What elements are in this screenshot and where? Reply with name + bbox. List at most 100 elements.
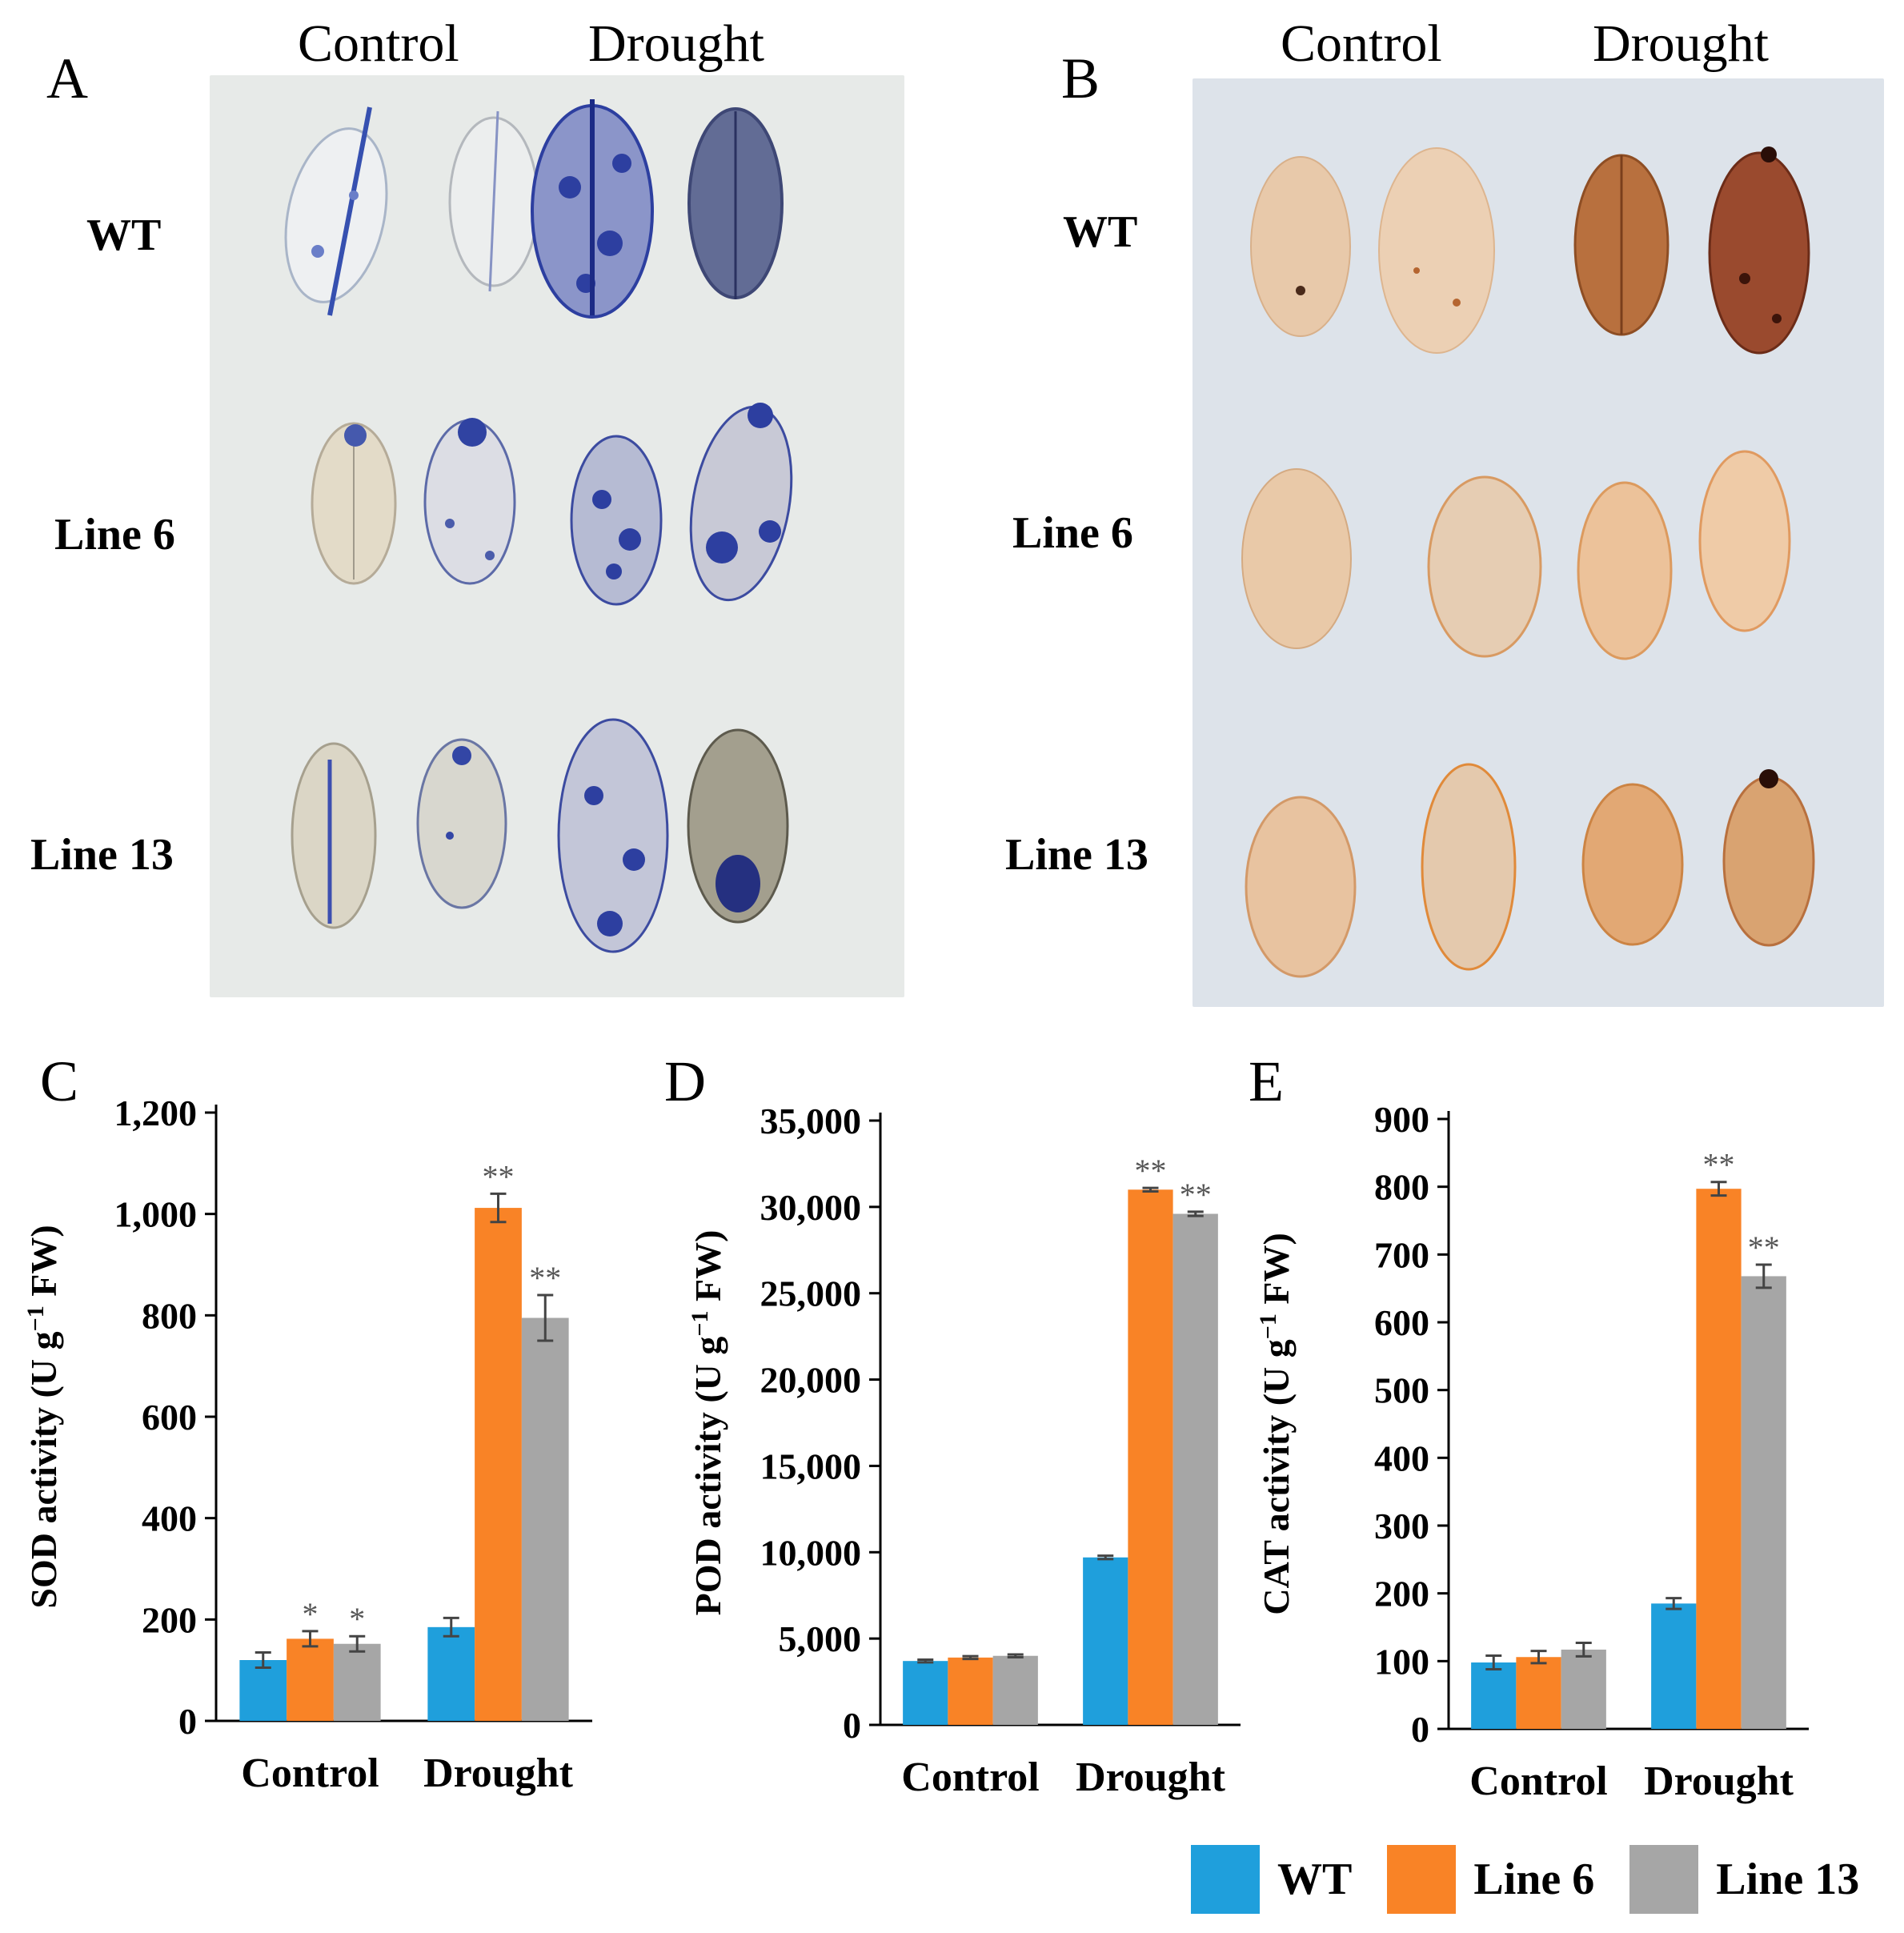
legend-item-line13: Line 13 [1629,1845,1859,1914]
leaf-line6-drought-2 [689,403,793,602]
leaf-line13-control-2 [416,738,507,909]
leaf-b-line13-drought-1 [1581,783,1684,946]
dab-leaf-array [1241,146,1815,978]
leaf-line13-drought-1 [557,718,669,953]
bar-drought-line13 [1172,1213,1218,1725]
leaf-line13-drought-2 [687,728,789,924]
x-category-label: Drought [423,1751,574,1796]
y-tick-label: 10,000 [760,1532,862,1573]
leaf-b-line6-drought-2 [1698,450,1791,632]
bar-drought-wt [1083,1557,1128,1725]
x-category-label: Drought [1076,1755,1226,1800]
panel-b-control-header: Control [1281,14,1442,73]
leaf-b-wt-drought-2 [1708,146,1810,355]
y-tick-label: 900 [1374,1099,1429,1140]
significance-label: ** [1180,1177,1212,1213]
significance-label: * [303,1596,319,1632]
panel-b-row-line6: Line 6 [1012,508,1133,558]
significance-label: ** [1748,1229,1780,1265]
significance-label: ** [529,1260,561,1296]
bar-control-line13 [333,1643,381,1721]
y-tick-label: 400 [142,1498,197,1539]
significance-label: * [349,1601,365,1637]
y-tick-label: 35,000 [760,1101,862,1141]
panel-a-row-line13: Line 13 [30,830,174,880]
leaf-wt-control-1 [284,106,388,316]
leaf-wt-drought-1 [531,99,654,319]
y-tick-label: 1,200 [114,1093,198,1133]
x-category-label: Control [1469,1759,1607,1804]
chart-c-sod: C 0 200 400 600 800 1,000 1,200 SOD activity (U … [22,1049,592,1796]
bar-control-line6 [287,1638,334,1721]
y-axis-title: SOD activity (U g−1 FW) [22,1225,65,1608]
panel-a-letter: A [46,46,88,110]
leaf-b-line6-drought-1 [1577,481,1673,660]
panel-letter-c: C [40,1049,78,1113]
y-tick-label: 0 [178,1701,197,1742]
y-tick-label: 20,000 [760,1360,862,1401]
y-tick-label: 1,000 [114,1194,198,1235]
y-tick-label: 30,000 [760,1187,862,1228]
y-tick-label: 0 [1411,1709,1429,1750]
bar-control-wt [239,1660,287,1721]
bar-control-wt [1471,1662,1517,1729]
leaf-b-wt-control-2 [1378,147,1495,354]
panel-a-control-header: Control [298,14,459,73]
bar-drought-line13 [1741,1276,1786,1729]
leaf-line6-control-1 [311,422,397,585]
legend-label-line13: Line 13 [1716,1855,1860,1904]
y-tick-label: 500 [1374,1370,1429,1411]
leaf-wt-control-2 [448,110,539,292]
panel-b-letter: B [1061,46,1100,110]
panel-a-drought-header: Drought [588,14,764,73]
leaf-b-wt-drought-1 [1573,154,1670,336]
bar-drought-line6 [475,1208,522,1721]
significance-label: ** [1703,1147,1735,1183]
significance-label: ** [483,1158,515,1194]
panel-a-row-line6: Line 6 [54,510,175,559]
bar-control-wt [903,1661,948,1725]
y-axis-title: CAT activity (U g−1 FW) [1255,1233,1297,1615]
panel-b-drought-header: Drought [1593,14,1769,73]
bar-control-line13 [992,1655,1038,1725]
y-tick-label: 200 [142,1599,197,1640]
legend-item-wt: WT [1191,1845,1352,1914]
leaf-line6-drought-1 [570,435,663,606]
panel-b-row-wt: WT [1063,207,1138,257]
bar-control-line6 [1516,1657,1561,1729]
nbt-stained-leaves-photo [210,75,904,997]
leaf-b-wt-control-1 [1250,156,1351,337]
leaf-wt-drought-2 [687,107,784,299]
bar-control-line6 [948,1657,993,1725]
y-tick-label: 100 [1374,1641,1429,1682]
y-tick-label: 700 [1374,1234,1429,1275]
y-tick-label: 600 [142,1397,197,1438]
leaf-line6-control-2 [423,418,516,585]
y-axis-title: POD activity (U g−1 FW) [687,1230,729,1616]
leaf-line13-control-1 [291,742,377,929]
y-tick-label: 800 [142,1295,197,1336]
bar-drought-wt [427,1626,475,1721]
y-tick-label: 5,000 [779,1618,862,1659]
panel-letter-e: E [1249,1049,1284,1113]
y-tick-label: 15,000 [760,1446,862,1486]
significance-label: ** [1135,1153,1167,1189]
chart-d-pod: D 0 5,000 10,000 15,000 20,000 25,000 30,000 35,… [664,1049,1241,1800]
leaf-b-line6-control-1 [1241,468,1352,649]
bar-drought-wt [1651,1603,1697,1729]
x-category-label: Drought [1644,1759,1794,1804]
y-tick-label: 25,000 [760,1273,862,1314]
y-tick-label: 400 [1374,1438,1429,1478]
panel-b-row-line13: Line 13 [1005,830,1148,880]
leaf-b-line13-control-2 [1421,763,1517,971]
bar-control-line13 [1561,1649,1606,1729]
bar-drought-line6 [1696,1189,1742,1729]
y-tick-label: 300 [1374,1506,1429,1546]
legend-label-wt: WT [1277,1855,1353,1904]
legend-swatch-wt [1191,1845,1260,1914]
y-tick-label: 200 [1374,1574,1429,1614]
y-tick-label: 0 [843,1705,861,1746]
leaf-b-line6-control-2 [1427,475,1542,658]
panel-a-row-wt: WT [86,211,162,260]
legend-label-line6: Line 6 [1473,1855,1595,1904]
